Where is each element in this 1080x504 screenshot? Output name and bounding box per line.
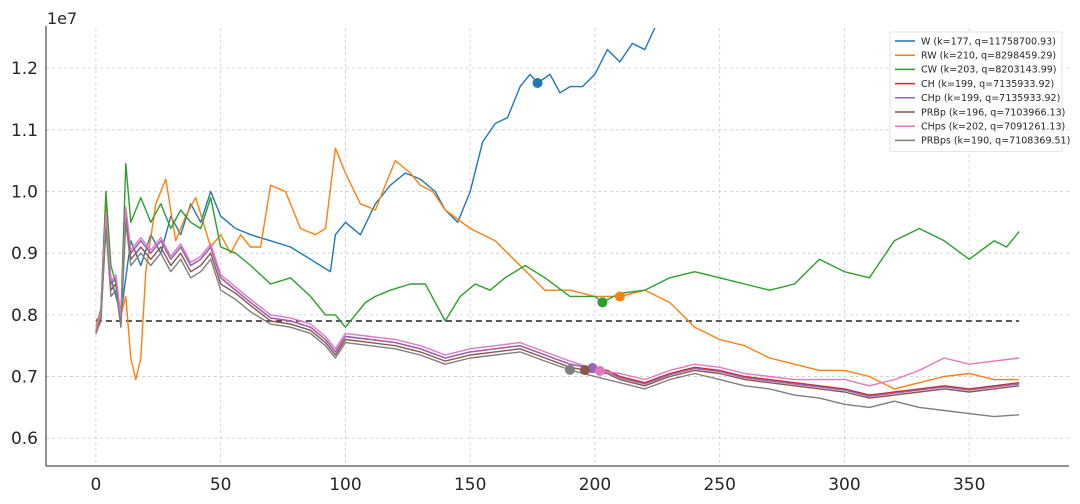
y-offset-label: 1e7 (47, 9, 77, 28)
series-group (95, 28, 1020, 418)
series-marker-7 (564, 364, 575, 375)
series-marker-6 (594, 365, 605, 376)
x-tick-label: 200 (579, 475, 611, 495)
legend-label-5: PRBp (k=196, q=7103966.13) (921, 107, 1065, 118)
legend: W (k=177, q=11758700.93) RW (k=210, q=829… (889, 31, 1070, 152)
axes (45, 26, 1069, 467)
x-tick-label: 300 (828, 475, 860, 495)
series-marker-2 (597, 297, 608, 308)
y-tick-label: 0.8 (11, 306, 38, 326)
series-line-4 (95, 209, 1020, 397)
legend-label-3: CH (k=199, q=7135933.92) (921, 79, 1054, 90)
tick-labels: 0 50 100 150 200 250 300 350 0.6 0.7 0.8 0.9 1.0 1.1 1… (11, 59, 985, 495)
series-line-6 (95, 206, 1020, 387)
series-line-3 (95, 209, 1020, 396)
y-tick-label: 0.6 (11, 429, 38, 449)
legend-label-1: RW (k=210, q=8298459.29) (921, 51, 1056, 62)
series-line-0 (95, 28, 656, 322)
x-tick-label: 250 (703, 475, 735, 495)
legend-label-6: CHps (k=202, q=7091261.13) (921, 122, 1065, 133)
series-marker-1 (614, 291, 625, 302)
x-tick-label: 0 (90, 475, 101, 495)
legend-label-4: CHp (k=199, q=7135933.92) (921, 93, 1060, 104)
y-tick-label: 0.7 (11, 368, 38, 388)
y-tick-label: 1.1 (11, 121, 38, 141)
series-line-5 (95, 215, 1020, 399)
series-marker-5 (579, 365, 590, 376)
series-line-7 (95, 221, 1020, 418)
y-tick-label: 0.9 (11, 244, 38, 264)
x-tick-label: 50 (210, 475, 232, 495)
x-tick-label: 350 (953, 475, 985, 495)
markers-group (532, 77, 625, 376)
series-line-2 (95, 163, 1020, 334)
legend-label-7: PRBps (k=190, q=7108369.51) (921, 136, 1070, 147)
legend-label-0: W (k=177, q=11758700.93) (921, 36, 1056, 47)
x-tick-label: 150 (454, 475, 486, 495)
y-tick-label: 1.0 (11, 182, 38, 202)
legend-box (889, 31, 1063, 152)
x-tick-label: 100 (329, 475, 361, 495)
legend-label-2: CW (k=203, q=8203143.99) (921, 65, 1057, 76)
series-line-1 (95, 147, 1020, 390)
y-tick-label: 1.2 (11, 59, 38, 79)
series-marker-0 (532, 77, 543, 88)
